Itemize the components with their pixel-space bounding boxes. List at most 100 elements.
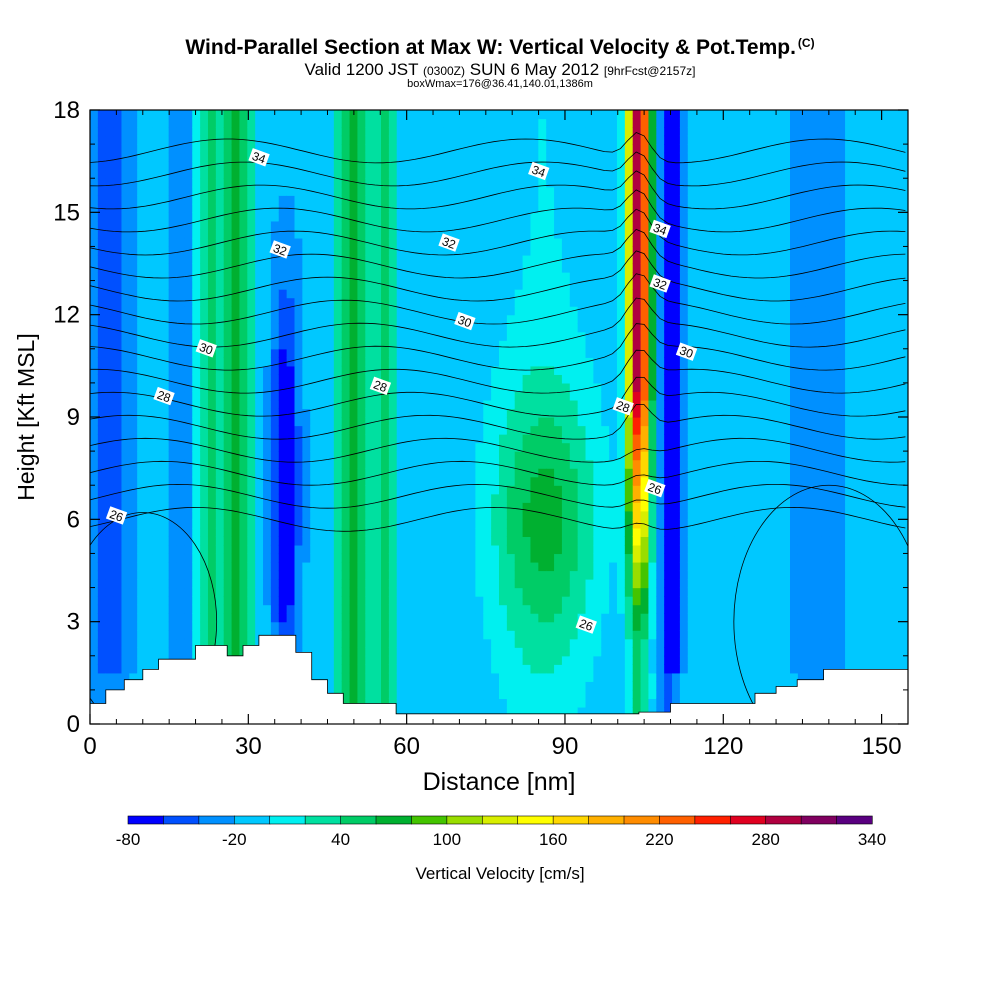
velocity-cell [192, 280, 201, 290]
velocity-cell [318, 220, 327, 230]
velocity-cell [491, 340, 500, 350]
velocity-cell [538, 391, 547, 401]
velocity-cell [585, 220, 594, 230]
velocity-cell [278, 365, 288, 375]
velocity-cell [192, 237, 201, 248]
velocity-cell [160, 323, 170, 333]
velocity-cell [286, 297, 296, 307]
velocity-cell [506, 348, 516, 358]
velocity-cell [514, 195, 524, 205]
velocity-cell [554, 186, 563, 196]
velocity-cell [286, 519, 296, 529]
velocity-cell [420, 144, 429, 154]
velocity-cell [593, 621, 602, 631]
velocity-cell [302, 417, 311, 427]
velocity-cell [554, 638, 563, 648]
velocity-cell [475, 323, 484, 333]
velocity-cell [373, 502, 382, 512]
velocity-cell [593, 698, 602, 708]
velocity-cell [184, 135, 193, 145]
velocity-cell [546, 357, 555, 367]
velocity-cell [176, 647, 185, 657]
velocity-cell [247, 348, 256, 358]
velocity-cell [601, 118, 610, 128]
velocity-cell [365, 468, 374, 478]
velocity-cell [561, 485, 571, 495]
velocity-cell [192, 220, 201, 230]
velocity-cell [569, 596, 579, 606]
velocity-cell [585, 442, 594, 452]
velocity-cell [530, 579, 539, 589]
velocity-cell [522, 468, 532, 478]
velocity-cell [357, 672, 366, 682]
velocity-cell [522, 135, 532, 145]
velocity-cell [522, 706, 532, 717]
velocity-cell [184, 510, 193, 520]
velocity-cell [129, 544, 138, 555]
velocity-cell [247, 118, 256, 128]
velocity-cell [436, 706, 445, 717]
velocity-cell [192, 596, 201, 606]
velocity-cell [200, 561, 209, 572]
velocity-cell [113, 195, 123, 205]
velocity-cell [349, 570, 359, 580]
velocity-cell [467, 638, 477, 648]
velocity-cell [593, 229, 602, 239]
velocity-cell [554, 408, 563, 418]
velocity-cell [270, 212, 280, 222]
velocity-cell [506, 604, 516, 614]
velocity-cell [286, 553, 296, 563]
velocity-cell [585, 237, 594, 248]
velocity-cell [357, 289, 366, 299]
velocity-cell [310, 220, 319, 230]
velocity-cell [105, 587, 115, 597]
velocity-cell [577, 672, 587, 682]
velocity-cell [97, 272, 107, 282]
velocity-cell [506, 152, 516, 162]
velocity-cell [263, 451, 272, 461]
velocity-cell [381, 502, 390, 512]
velocity-cell [601, 186, 610, 196]
velocity-cell [396, 323, 406, 333]
velocity-cell [263, 544, 272, 555]
velocity-cell [325, 272, 335, 282]
velocity-cell [325, 476, 335, 486]
velocity-cell [168, 297, 178, 307]
velocity-cell [270, 468, 280, 478]
velocity-cell [561, 306, 571, 316]
velocity-cell [270, 630, 280, 640]
velocity-cell [459, 579, 469, 589]
velocity-cell [530, 647, 539, 657]
velocity-cell [263, 161, 272, 171]
velocity-cell [207, 425, 217, 435]
velocity-cell [443, 587, 453, 597]
velocity-cell [333, 553, 343, 563]
velocity-cell [632, 621, 642, 631]
velocity-cell [396, 374, 406, 384]
velocity-cell [121, 476, 130, 486]
velocity-cell [483, 621, 492, 631]
velocity-cell [302, 365, 311, 375]
velocity-cell [90, 527, 99, 537]
velocity-cell [263, 604, 272, 614]
velocity-cell [121, 502, 130, 512]
velocity-cell [388, 399, 398, 410]
velocity-cell [561, 510, 571, 520]
velocity-cell [609, 297, 618, 307]
velocity-cell [506, 212, 516, 222]
velocity-cell [263, 570, 272, 580]
velocity-cell [459, 570, 469, 580]
velocity-cell [388, 459, 398, 469]
velocity-cell [443, 280, 453, 290]
velocity-cell [349, 459, 359, 469]
velocity-cell [491, 331, 500, 341]
velocity-cell [388, 272, 398, 282]
velocity-cell [561, 570, 571, 580]
velocity-cell [561, 621, 571, 631]
velocity-cell [491, 110, 500, 120]
velocity-cell [223, 587, 233, 597]
velocity-cell [121, 451, 130, 461]
velocity-cell [263, 417, 272, 427]
velocity-cell [200, 280, 209, 290]
velocity-cell [609, 434, 618, 444]
